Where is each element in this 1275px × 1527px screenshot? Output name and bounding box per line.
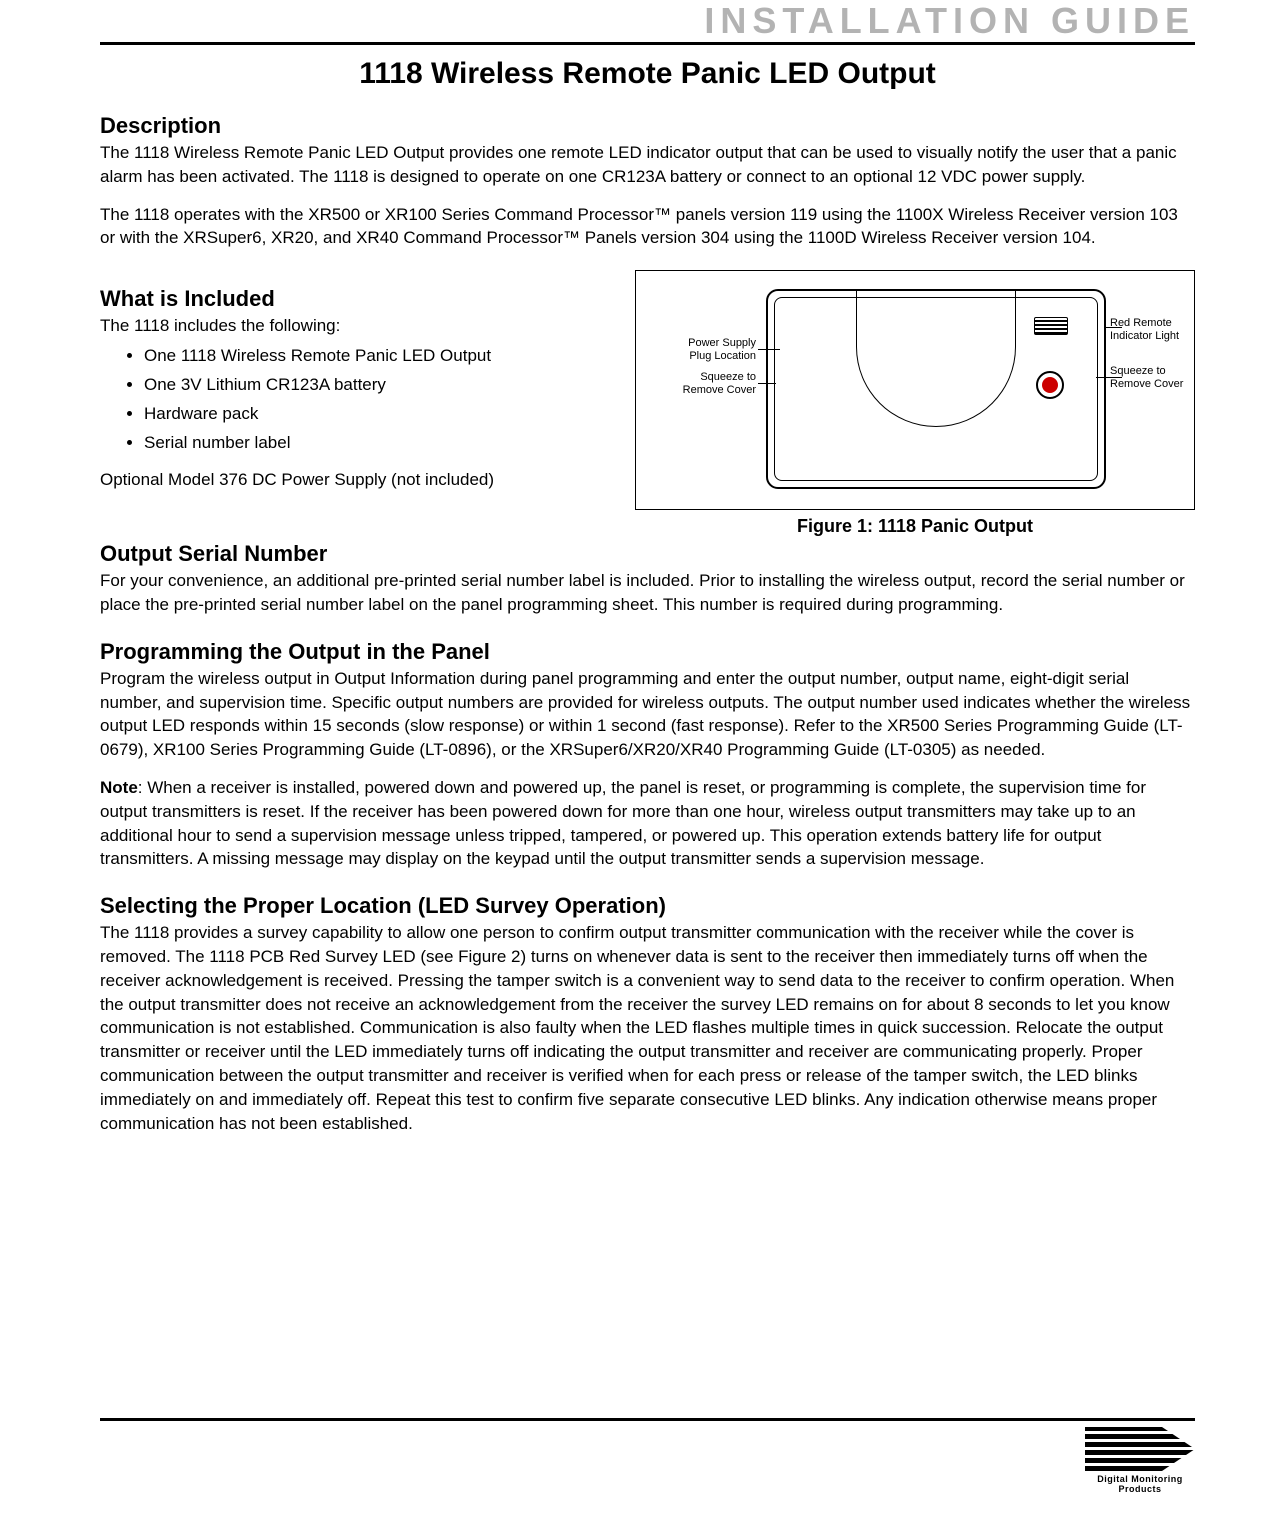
leader-line xyxy=(758,349,780,350)
figure-1-diagram: Power SupplyPlug Location Squeeze toRemo… xyxy=(635,270,1195,510)
callout-red-remote: Red RemoteIndicator Light xyxy=(1110,317,1190,342)
serial-p1: For your convenience, an additional pre-… xyxy=(100,569,1195,617)
page-footer: Digital Monitoring Products xyxy=(100,1418,1195,1497)
section-head-location: Selecting the Proper Location (LED Surve… xyxy=(100,893,1195,919)
page-title: 1118 Wireless Remote Panic LED Output xyxy=(100,57,1195,91)
included-list: One 1118 Wireless Remote Panic LED Outpu… xyxy=(100,342,615,458)
banner-title: INSTALLATION GUIDE xyxy=(100,0,1195,45)
programming-p1: Program the wireless output in Output In… xyxy=(100,667,1195,762)
leader-line xyxy=(1104,327,1122,328)
programming-note: Note: When a receiver is installed, powe… xyxy=(100,776,1195,871)
note-body: : When a receiver is installed, powered … xyxy=(100,778,1146,868)
section-head-included: What is Included xyxy=(100,286,615,312)
leader-line xyxy=(758,383,776,384)
description-p2: The 1118 operates with the XR500 or XR10… xyxy=(100,203,1195,251)
list-item: One 3V Lithium CR123A battery xyxy=(144,371,615,400)
callout-squeeze-right: Squeeze toRemove Cover xyxy=(1110,365,1190,390)
included-intro: The 1118 includes the following: xyxy=(100,314,615,338)
dmp-logo-text: Digital Monitoring Products xyxy=(1085,1474,1195,1494)
dmp-logo-icon xyxy=(1034,317,1068,335)
description-p1: The 1118 Wireless Remote Panic LED Outpu… xyxy=(100,141,1195,189)
list-item: Serial number label xyxy=(144,429,615,458)
included-and-figure-row: What is Included The 1118 includes the f… xyxy=(100,264,1195,537)
dmp-footer-logo: Digital Monitoring Products xyxy=(1085,1427,1195,1494)
list-item: Hardware pack xyxy=(144,400,615,429)
callout-power-supply: Power SupplyPlug Location xyxy=(646,337,756,362)
figure-1-caption: Figure 1: 1118 Panic Output xyxy=(635,516,1195,537)
callout-squeeze-left: Squeeze toRemove Cover xyxy=(646,371,756,396)
section-head-programming: Programming the Output in the Panel xyxy=(100,639,1195,665)
led-red-dot xyxy=(1042,377,1058,393)
section-head-serial: Output Serial Number xyxy=(100,541,1195,567)
page: INSTALLATION GUIDE 1118 Wireless Remote … xyxy=(0,0,1275,1527)
section-head-description: Description xyxy=(100,113,1195,139)
location-p1: The 1118 provides a survey capability to… xyxy=(100,921,1195,1135)
list-item: One 1118 Wireless Remote Panic LED Outpu… xyxy=(144,342,615,371)
included-optional: Optional Model 376 DC Power Supply (not … xyxy=(100,468,615,492)
leader-line xyxy=(1096,377,1122,378)
led-indicator-icon xyxy=(1036,371,1064,399)
note-label: Note xyxy=(100,778,138,797)
dmp-logo-bars-icon xyxy=(1085,1427,1195,1471)
